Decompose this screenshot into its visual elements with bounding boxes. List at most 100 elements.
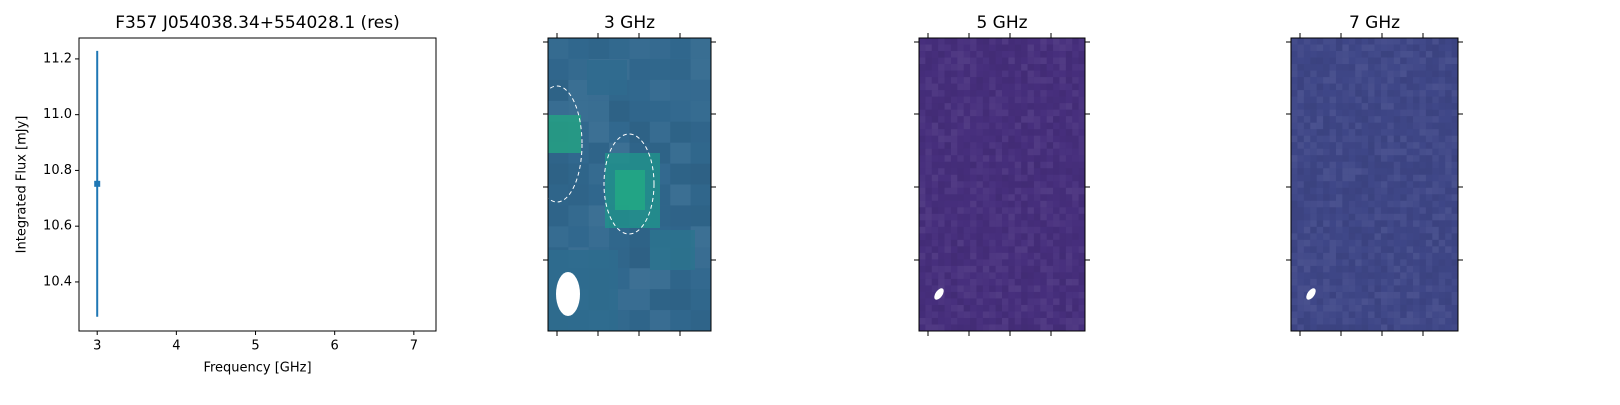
pixel <box>976 324 982 331</box>
pixel <box>1381 129 1387 136</box>
pixel <box>1432 207 1438 214</box>
pixel <box>1297 116 1303 123</box>
pixel <box>1368 181 1374 188</box>
pixel <box>1033 155 1041 162</box>
pixel <box>1432 304 1439 312</box>
pixel <box>919 168 925 175</box>
pixel <box>957 188 963 195</box>
pixel <box>1047 149 1053 156</box>
pixel <box>1028 214 1034 221</box>
pixel <box>1381 45 1387 52</box>
source-ellipse <box>548 85 583 203</box>
pixel <box>1291 110 1297 117</box>
pixel <box>1072 324 1079 331</box>
pixel <box>1304 58 1310 65</box>
pixel <box>1413 58 1419 65</box>
pixel <box>951 97 957 104</box>
pixel <box>1040 227 1046 234</box>
pixel <box>1008 259 1014 266</box>
pixel <box>1336 168 1342 175</box>
pixel <box>1407 136 1413 143</box>
pixel <box>951 305 957 312</box>
pixel <box>1028 259 1034 266</box>
pixel <box>1407 272 1413 279</box>
pixel <box>1387 240 1393 247</box>
pixel <box>1381 253 1387 260</box>
pixel <box>1407 285 1413 292</box>
pixel <box>1349 240 1355 247</box>
pixel <box>970 90 976 97</box>
pixel <box>1002 298 1009 305</box>
pixel <box>1008 149 1014 156</box>
pixel <box>1059 246 1066 253</box>
emission <box>548 115 581 153</box>
pixel <box>931 317 939 325</box>
pixel <box>1349 136 1355 143</box>
pixel <box>1330 181 1336 188</box>
pixel <box>950 51 958 58</box>
pixel <box>919 51 925 58</box>
pixel <box>1419 84 1425 91</box>
pixel <box>1323 324 1330 331</box>
pixel <box>1349 58 1355 65</box>
pixel <box>1381 77 1387 84</box>
pixel <box>964 194 970 201</box>
pixel <box>996 116 1002 123</box>
pixel <box>1355 122 1362 130</box>
pixel <box>1375 272 1381 279</box>
pixel <box>1027 116 1034 123</box>
pixel <box>1368 77 1374 84</box>
pixel <box>982 252 990 260</box>
pixel <box>1452 246 1458 253</box>
pixel <box>1336 110 1342 117</box>
pixel <box>919 77 925 84</box>
pixel <box>1317 285 1323 292</box>
pixel <box>1310 162 1316 169</box>
pixel <box>1374 174 1381 182</box>
pixel <box>1079 110 1085 117</box>
pixel <box>1438 38 1446 45</box>
pixel <box>1374 57 1381 65</box>
pixel <box>1040 246 1046 253</box>
pixel <box>989 136 995 143</box>
pixel <box>996 285 1002 292</box>
pixel <box>1342 84 1348 91</box>
pixel <box>989 168 995 175</box>
pixel <box>1297 201 1303 208</box>
pixel <box>945 201 951 208</box>
pixel <box>1053 123 1059 130</box>
pixel <box>1425 96 1433 104</box>
pixel <box>964 103 970 110</box>
pixel <box>989 311 995 318</box>
pixel <box>1348 122 1356 130</box>
beam <box>934 288 944 300</box>
pixel <box>970 161 977 169</box>
emission <box>615 170 645 210</box>
pixel <box>1394 181 1400 188</box>
pixel <box>1304 64 1310 71</box>
pixel <box>976 201 982 208</box>
pixel <box>1452 279 1458 286</box>
pixel <box>1387 279 1393 286</box>
pixel <box>1065 129 1073 136</box>
pixel <box>1425 233 1433 240</box>
pixel <box>1368 38 1375 45</box>
pixel <box>1059 84 1065 91</box>
pixel <box>1362 188 1368 195</box>
pixel <box>950 38 958 45</box>
pixel <box>919 194 926 201</box>
pixel <box>1323 58 1329 65</box>
pixel <box>1400 259 1406 266</box>
image-background <box>1291 38 1458 331</box>
pixel <box>1329 200 1336 208</box>
pixel <box>1027 96 1034 104</box>
pixel <box>989 227 995 234</box>
pixel <box>964 45 970 52</box>
pixel <box>976 285 983 292</box>
pixel <box>1425 148 1433 156</box>
pixel <box>1355 220 1361 227</box>
pixel <box>995 317 1002 325</box>
pixel <box>1297 142 1304 149</box>
pixel <box>919 45 925 52</box>
pixel <box>1426 84 1432 91</box>
